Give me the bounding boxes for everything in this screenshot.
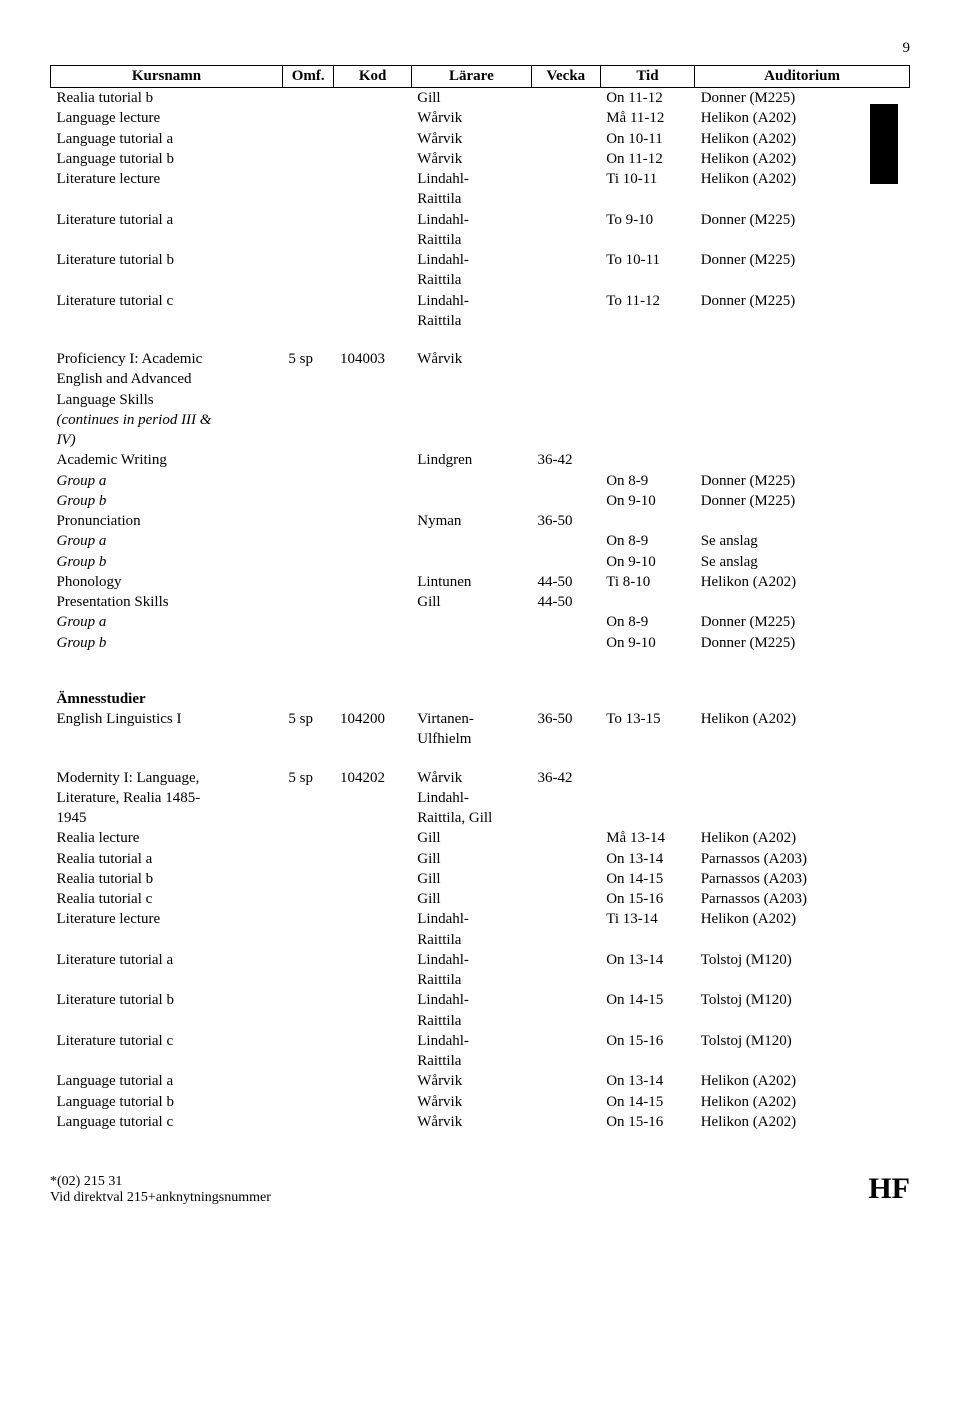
table-row: PhonologyLintunen44-50Ti 8-10Helikon (A2… <box>51 572 910 592</box>
table-row: Proficiency I: Academic5 sp104003Wårvik <box>51 349 910 369</box>
table-row: Literature lectureLindahl-Ti 13-14Heliko… <box>51 909 910 929</box>
table-row: Academic WritingLindgren36-42 <box>51 450 910 470</box>
table-row: IV) <box>51 430 910 450</box>
table-row: Group bOn 9-10Donner (M225) <box>51 633 910 653</box>
footer-hf: HF <box>868 1172 910 1206</box>
table-row: English and Advanced <box>51 369 910 389</box>
table-row: Literature tutorial bLindahl-On 14-15Tol… <box>51 990 910 1010</box>
table-row: Raittila <box>51 930 910 950</box>
table-row: Language lectureWårvikMå 11-12Helikon (A… <box>51 108 910 128</box>
table-row: Raittila <box>51 189 910 209</box>
th-larare: Lärare <box>411 66 531 88</box>
table-row <box>51 653 910 671</box>
th-auditorium: Auditorium <box>695 66 910 88</box>
table-row: English Linguistics I5 sp104200Virtanen-… <box>51 709 910 729</box>
table-header-row: Kursnamn Omf. Kod Lärare Vecka Tid Audit… <box>51 66 910 88</box>
table-row: Group aOn 8-9Se anslag <box>51 531 910 551</box>
table-row: Language tutorial bWårvikOn 14-15Helikon… <box>51 1092 910 1112</box>
table-row: Group bOn 9-10Se anslag <box>51 552 910 572</box>
th-tid: Tid <box>600 66 694 88</box>
table-row <box>51 671 910 689</box>
table-row: Literature tutorial cLindahl-On 15-16Tol… <box>51 1031 910 1051</box>
table-row: Ulfhielm <box>51 729 910 749</box>
th-kursnamn: Kursnamn <box>51 66 283 88</box>
table-row: Realia tutorial bGillOn 11-12Donner (M22… <box>51 88 910 109</box>
table-row: PronunciationNyman36-50 <box>51 511 910 531</box>
table-row: Raittila <box>51 970 910 990</box>
table-row: Group aOn 8-9Donner (M225) <box>51 471 910 491</box>
table-row: Literature tutorial aLindahl-To 9-10Donn… <box>51 210 910 230</box>
table-row: Realia tutorial cGillOn 15-16Parnassos (… <box>51 889 910 909</box>
section-heading: Ämnesstudier <box>51 689 283 709</box>
th-omf: Omf. <box>282 66 334 88</box>
th-kod: Kod <box>334 66 411 88</box>
table-row: Language tutorial bWårvikOn 11-12Helikon… <box>51 149 910 169</box>
table-row: Literature tutorial bLindahl-To 10-11Don… <box>51 250 910 270</box>
table-row: Group bOn 9-10Donner (M225) <box>51 491 910 511</box>
table-row <box>51 331 910 349</box>
footer-phone: *(02) 215 31 <box>50 1174 271 1190</box>
side-tab-marker <box>870 104 898 184</box>
table-row <box>51 750 910 768</box>
table-row: Literature tutorial aLindahl-On 13-14Tol… <box>51 950 910 970</box>
table-row: Realia tutorial bGillOn 14-15Parnassos (… <box>51 869 910 889</box>
table-row: Literature, Realia 1485-Lindahl- <box>51 788 910 808</box>
table-row: Ämnesstudier <box>51 689 910 709</box>
course-table: Kursnamn Omf. Kod Lärare Vecka Tid Audit… <box>50 65 910 1132</box>
table-row: Raittila <box>51 311 910 331</box>
table-row: Group aOn 8-9Donner (M225) <box>51 612 910 632</box>
table-row: Literature tutorial cLindahl-To 11-12Don… <box>51 291 910 311</box>
footer-dial: Vid direktval 215+anknytningsnummer <box>50 1190 271 1206</box>
table-row: Language Skills <box>51 390 910 410</box>
table-row: Language tutorial cWårvikOn 15-16Helikon… <box>51 1112 910 1132</box>
table-row: Raittila <box>51 1051 910 1071</box>
table-row: (continues in period III & <box>51 410 910 430</box>
page-number: 9 <box>50 40 910 57</box>
page-footer: *(02) 215 31 Vid direktval 215+anknytnin… <box>50 1172 910 1206</box>
th-vecka: Vecka <box>532 66 601 88</box>
table-row: Language tutorial aWårvikOn 10-11Helikon… <box>51 129 910 149</box>
table-row: 1945Raittila, Gill <box>51 808 910 828</box>
table-row: Literature lectureLindahl-Ti 10-11Heliko… <box>51 169 910 189</box>
table-row: Realia lectureGillMå 13-14Helikon (A202) <box>51 828 910 848</box>
table-row: Raittila <box>51 1011 910 1031</box>
table-row: Language tutorial aWårvikOn 13-14Helikon… <box>51 1071 910 1091</box>
table-row: Presentation SkillsGill44-50 <box>51 592 910 612</box>
table-row: Modernity I: Language,5 sp104202Wårvik36… <box>51 768 910 788</box>
table-row: Raittila <box>51 230 910 250</box>
table-row: Raittila <box>51 270 910 290</box>
table-row: Realia tutorial aGillOn 13-14Parnassos (… <box>51 849 910 869</box>
